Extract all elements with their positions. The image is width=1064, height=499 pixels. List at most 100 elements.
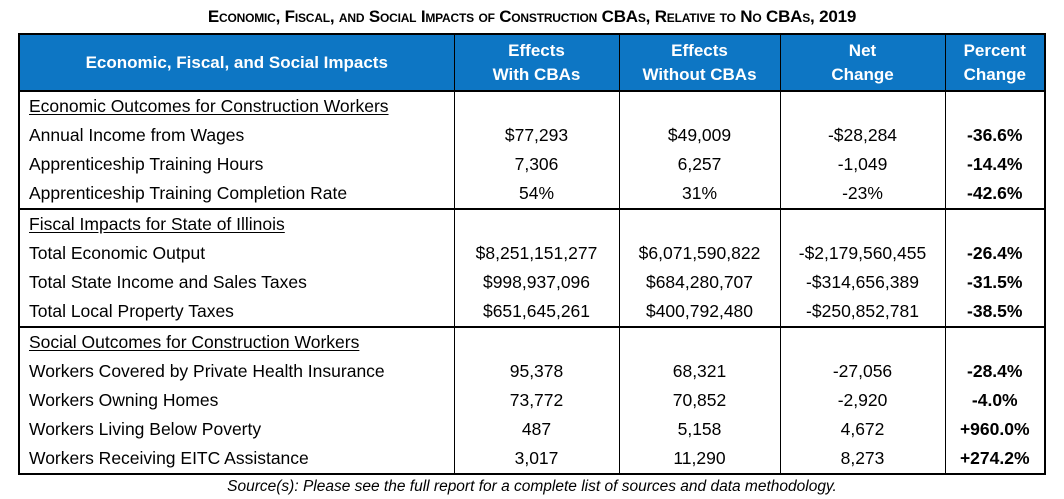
header-line: Percent [963, 40, 1026, 60]
value-with-cbas: 7,306 [453, 150, 619, 179]
empty-cell [944, 208, 1045, 239]
value-net-change: -$314,656,389 [779, 268, 945, 297]
table-row: Workers Receiving EITC Assistance 3,017 … [19, 444, 1045, 474]
row-label: Workers Covered by Private Health Insura… [29, 361, 385, 381]
section-heading-text: Social Outcomes for Construction Workers [29, 332, 360, 352]
value-percent-change: -26.4% [944, 239, 1045, 268]
value-without-cbas: 31% [618, 179, 780, 209]
column-header-effects-with-cbas: Effects With CBAs [453, 34, 619, 92]
value-net-change: -2,920 [779, 386, 945, 415]
value-percent-change: -28.4% [944, 357, 1045, 386]
value-percent-change: -4.0% [944, 386, 1045, 415]
chart-title: Economic, Fiscal, and Social Impacts of … [207, 7, 857, 26]
header-line: Effects [508, 40, 565, 60]
value-with-cbas: 54% [453, 179, 619, 209]
value-percent-change: -14.4% [944, 150, 1045, 179]
section-heading-row-fiscal: Fiscal Impacts for State of Illinois [19, 208, 1045, 239]
value-with-cbas: 3,017 [453, 444, 619, 474]
section-heading-text: Economic Outcomes for Construction Worke… [29, 96, 389, 116]
row-label: Workers Owning Homes [29, 390, 219, 410]
header-line: Net [848, 40, 877, 60]
empty-cell [618, 208, 780, 239]
header-line: With CBAs [492, 64, 581, 84]
table-row: Workers Covered by Private Health Insura… [19, 357, 1045, 386]
value-without-cbas: 68,321 [618, 357, 780, 386]
value-with-cbas: $77,293 [453, 121, 619, 150]
row-label: Apprenticeship Training Completion Rate [29, 183, 348, 203]
table-row: Annual Income from Wages $77,293 $49,009… [19, 121, 1045, 150]
value-net-change: -1,049 [779, 150, 945, 179]
section-heading-text: Fiscal Impacts for State of Illinois [29, 214, 285, 234]
section-heading-row-social: Social Outcomes for Construction Workers [19, 326, 1045, 357]
column-header-impacts: Economic, Fiscal, and Social Impacts [19, 34, 454, 92]
table-row: Total State Income and Sales Taxes $998,… [19, 268, 1045, 297]
section-heading: Fiscal Impacts for State of Illinois [19, 208, 454, 239]
table-header: Economic, Fiscal, and Social Impacts Eff… [19, 34, 1045, 92]
empty-cell [779, 326, 945, 357]
empty-cell [618, 326, 780, 357]
source-note: Source(s): Please see the full report fo… [227, 478, 837, 495]
value-with-cbas: $8,251,151,277 [453, 239, 619, 268]
empty-cell [453, 326, 619, 357]
empty-cell [618, 90, 780, 121]
row-label: Workers Receiving EITC Assistance [29, 448, 309, 468]
value-without-cbas: $6,071,590,822 [618, 239, 780, 268]
value-without-cbas: $684,280,707 [618, 268, 780, 297]
row-label: Total Economic Output [29, 243, 206, 263]
section-heading: Economic Outcomes for Construction Worke… [19, 90, 454, 121]
empty-cell [453, 90, 619, 121]
value-with-cbas: 95,378 [453, 357, 619, 386]
column-header-net-change: Net Change [779, 34, 945, 92]
value-net-change: -$250,852,781 [779, 297, 945, 327]
empty-cell [779, 90, 945, 121]
value-without-cbas: 6,257 [618, 150, 780, 179]
row-label: Workers Living Below Poverty [29, 419, 262, 439]
value-without-cbas: 5,158 [618, 415, 780, 444]
value-net-change: 8,273 [779, 444, 945, 474]
row-label: Total Local Property Taxes [29, 301, 234, 321]
table-row: Total Economic Output $8,251,151,277 $6,… [19, 239, 1045, 268]
value-with-cbas: 487 [453, 415, 619, 444]
column-header-effects-without-cbas: Effects Without CBAs [618, 34, 780, 92]
empty-cell [944, 326, 1045, 357]
table-row: Workers Owning Homes 73,772 70,852 -2,92… [19, 386, 1045, 415]
value-with-cbas: 73,772 [453, 386, 619, 415]
value-net-change: 4,672 [779, 415, 945, 444]
value-percent-change: -42.6% [944, 179, 1045, 209]
impacts-table: Economic, Fiscal, and Social Impacts Eff… [18, 33, 1046, 475]
empty-cell [944, 90, 1045, 121]
value-with-cbas: $651,645,261 [453, 297, 619, 327]
value-without-cbas: 70,852 [618, 386, 780, 415]
section-heading: Social Outcomes for Construction Workers [19, 326, 454, 357]
header-line: Without CBAs [642, 64, 757, 84]
value-without-cbas: 11,290 [618, 444, 780, 474]
table-row: Workers Living Below Poverty 487 5,158 4… [19, 415, 1045, 444]
table-row: Total Local Property Taxes $651,645,261 … [19, 297, 1045, 327]
value-percent-change: -31.5% [944, 268, 1045, 297]
value-net-change: -$28,284 [779, 121, 945, 150]
value-percent-change: +274.2% [944, 444, 1045, 474]
value-percent-change: +960.0% [944, 415, 1045, 444]
row-label: Apprenticeship Training Hours [29, 154, 264, 174]
value-net-change: -23% [779, 179, 945, 209]
header-line: Change [831, 64, 894, 84]
value-net-change: -$2,179,560,455 [779, 239, 945, 268]
header-row: Economic, Fiscal, and Social Impacts Eff… [19, 34, 1045, 92]
value-net-change: -27,056 [779, 357, 945, 386]
header-line: Effects [671, 40, 728, 60]
header-line: Change [963, 64, 1026, 84]
value-without-cbas: $400,792,480 [618, 297, 780, 327]
value-percent-change: -36.6% [944, 121, 1045, 150]
section-heading-row-economic: Economic Outcomes for Construction Worke… [19, 90, 1045, 121]
table-body: Economic Outcomes for Construction Worke… [19, 90, 1045, 474]
column-header-impacts-label: Economic, Fiscal, and Social Impacts [85, 52, 388, 72]
row-label: Annual Income from Wages [29, 125, 245, 145]
table-row: Apprenticeship Training Completion Rate … [19, 179, 1045, 209]
value-without-cbas: $49,009 [618, 121, 780, 150]
value-percent-change: -38.5% [944, 297, 1045, 327]
value-with-cbas: $998,937,096 [453, 268, 619, 297]
column-header-percent-change: Percent Change [944, 34, 1045, 92]
row-label: Total State Income and Sales Taxes [29, 272, 307, 292]
empty-cell [453, 208, 619, 239]
